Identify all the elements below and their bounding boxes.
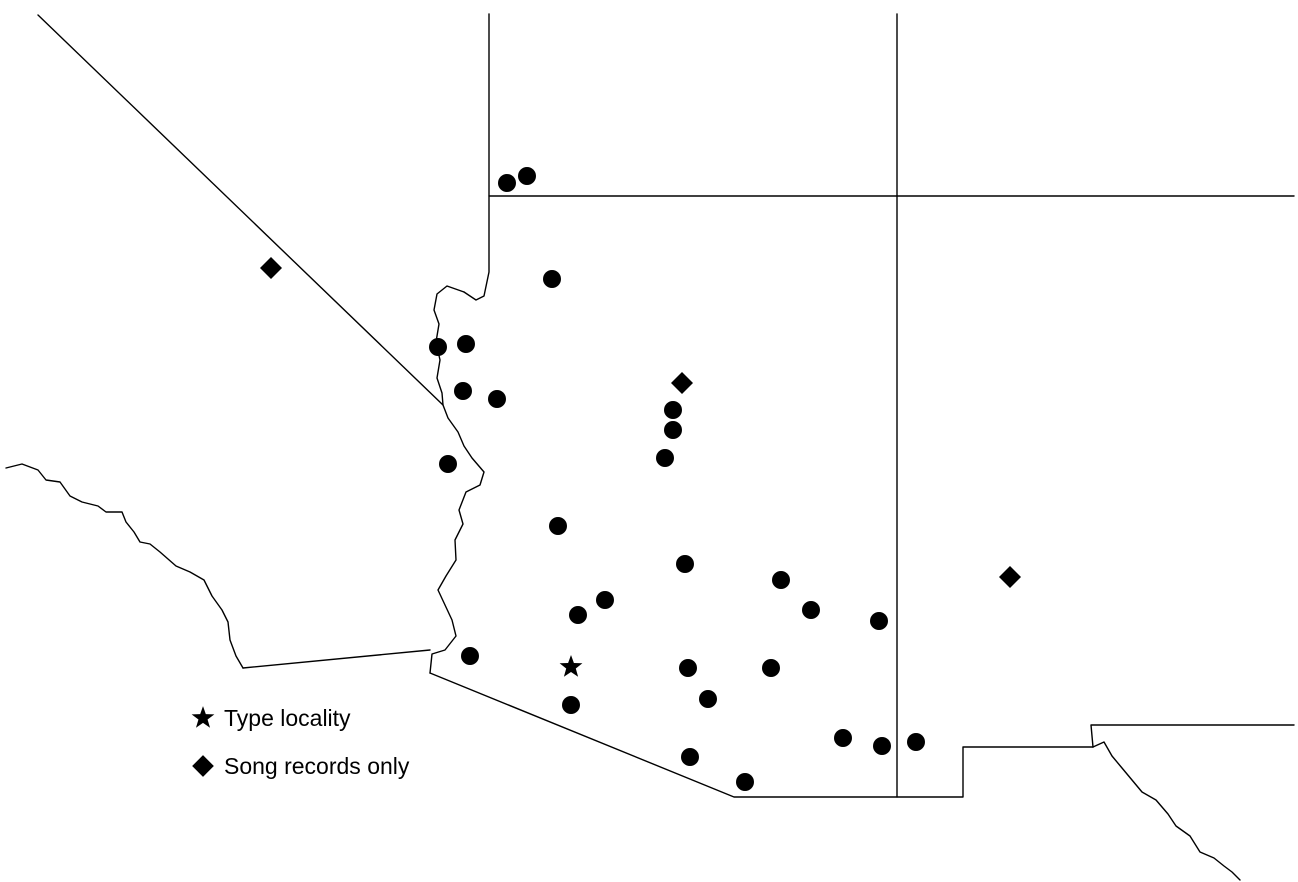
record-dot xyxy=(907,733,925,751)
record-dot xyxy=(679,659,697,677)
record-dot xyxy=(873,737,891,755)
record-markers xyxy=(260,167,1021,791)
star-icon xyxy=(190,705,224,731)
coastline-california xyxy=(5,463,244,669)
record-dot xyxy=(562,696,580,714)
record-dot xyxy=(518,167,536,185)
record-dot xyxy=(762,659,780,677)
record-dot xyxy=(596,591,614,609)
song-record-diamond xyxy=(260,257,282,279)
record-dot xyxy=(488,390,506,408)
song-record-diamond xyxy=(999,566,1021,588)
record-dot xyxy=(461,647,479,665)
border-ca-nv-diagonal xyxy=(37,14,444,406)
political-borders xyxy=(5,13,1295,881)
border-texas-mexico xyxy=(1090,724,1295,748)
record-dot xyxy=(834,729,852,747)
border-nv-ut xyxy=(463,13,490,301)
legend-item-type-locality: Type locality xyxy=(190,694,409,742)
legend-item-song-records: Song records only xyxy=(190,742,409,790)
legend: Type locality Song records only xyxy=(190,694,409,790)
record-dot xyxy=(454,382,472,400)
type-locality-star xyxy=(559,655,583,677)
record-dot xyxy=(681,748,699,766)
diamond-icon xyxy=(190,753,224,779)
record-dot xyxy=(549,517,567,535)
record-dot xyxy=(736,773,754,791)
record-dot xyxy=(699,690,717,708)
record-dot xyxy=(664,401,682,419)
border-colorado-river xyxy=(429,285,485,674)
song-record-diamond xyxy=(671,372,693,394)
record-dot xyxy=(429,338,447,356)
legend-label-type-locality: Type locality xyxy=(224,704,351,731)
record-dot xyxy=(439,455,457,473)
record-dot xyxy=(664,421,682,439)
record-dot xyxy=(543,270,561,288)
record-dot xyxy=(772,571,790,589)
record-dot xyxy=(802,601,820,619)
legend-label-song-records: Song records only xyxy=(224,752,410,779)
record-dot xyxy=(676,555,694,573)
record-dot xyxy=(656,449,674,467)
record-dot xyxy=(498,174,516,192)
rio-grande xyxy=(1092,741,1241,881)
border-az-mexico xyxy=(429,672,1094,798)
record-dot xyxy=(870,612,888,630)
record-dot xyxy=(457,335,475,353)
record-dot xyxy=(569,606,587,624)
border-ca-mexico xyxy=(242,649,431,669)
